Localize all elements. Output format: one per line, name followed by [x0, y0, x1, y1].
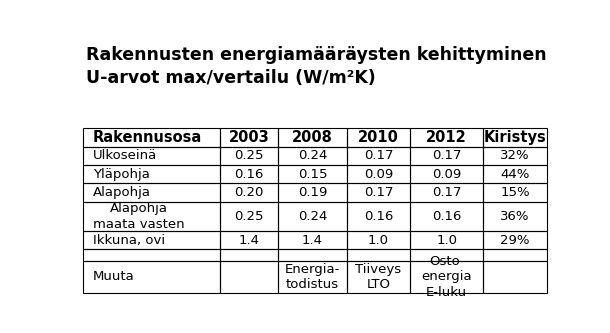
Text: Rakennusosa: Rakennusosa	[93, 130, 202, 145]
Text: Alapohja
maata vasten: Alapohja maata vasten	[93, 202, 184, 231]
Bar	[410, 231, 483, 249]
Text: Muuta: Muuta	[93, 270, 135, 283]
Text: 2010: 2010	[358, 130, 399, 145]
Bar	[278, 129, 346, 147]
Bar	[278, 249, 346, 261]
Bar	[483, 147, 547, 165]
Bar	[220, 165, 278, 183]
Text: 0.19: 0.19	[298, 186, 327, 199]
Bar	[483, 261, 547, 292]
Bar	[278, 165, 346, 183]
Text: Ulkoseinä: Ulkoseinä	[93, 150, 157, 163]
Bar	[220, 183, 278, 202]
Bar	[483, 183, 547, 202]
Text: 2012: 2012	[426, 130, 467, 145]
Text: 1.0: 1.0	[368, 234, 389, 247]
Bar	[346, 147, 410, 165]
Text: Energia-
todistus: Energia- todistus	[285, 263, 340, 291]
Text: 0.16: 0.16	[234, 168, 264, 181]
Text: 0.16: 0.16	[432, 210, 461, 223]
Bar	[84, 202, 220, 231]
Text: 32%: 32%	[500, 150, 529, 163]
Bar	[346, 231, 410, 249]
Bar	[84, 129, 220, 147]
Bar	[278, 183, 346, 202]
Text: 0.20: 0.20	[234, 186, 264, 199]
Bar	[346, 261, 410, 292]
Text: 0.15: 0.15	[298, 168, 328, 181]
Bar	[410, 165, 483, 183]
Bar	[84, 165, 220, 183]
Bar	[220, 129, 278, 147]
Bar	[410, 202, 483, 231]
Text: 1.4: 1.4	[239, 234, 260, 247]
Bar	[410, 261, 483, 292]
Bar	[84, 231, 220, 249]
Text: 1.0: 1.0	[436, 234, 457, 247]
Bar	[278, 261, 346, 292]
Text: Alapohja: Alapohja	[93, 186, 151, 199]
Text: 15%: 15%	[500, 186, 529, 199]
Bar	[220, 202, 278, 231]
Bar	[84, 249, 220, 261]
Text: Yläpohja: Yläpohja	[93, 168, 150, 181]
Bar	[220, 261, 278, 292]
Text: 2008: 2008	[292, 130, 333, 145]
Bar	[84, 261, 220, 292]
Bar	[346, 165, 410, 183]
Bar	[278, 147, 346, 165]
Text: 0.09: 0.09	[364, 168, 393, 181]
Bar	[410, 147, 483, 165]
Text: 0.17: 0.17	[364, 186, 393, 199]
Text: 0.17: 0.17	[432, 186, 461, 199]
Bar	[84, 147, 220, 165]
Bar	[410, 129, 483, 147]
Bar	[346, 129, 410, 147]
Text: 29%: 29%	[500, 234, 529, 247]
Bar	[483, 231, 547, 249]
Text: 0.24: 0.24	[298, 150, 327, 163]
Bar	[220, 147, 278, 165]
Bar	[346, 249, 410, 261]
Text: Kiristys: Kiristys	[484, 130, 547, 145]
Bar	[410, 183, 483, 202]
Bar	[220, 249, 278, 261]
Text: 0.17: 0.17	[364, 150, 393, 163]
Bar	[278, 231, 346, 249]
Text: Ikkuna, ovi: Ikkuna, ovi	[93, 234, 165, 247]
Text: Rakennusten energiamääräysten kehittyminen
U-arvot max/vertailu (W/m²K): Rakennusten energiamääräysten kehittymin…	[85, 46, 547, 87]
Text: 0.24: 0.24	[298, 210, 327, 223]
Bar	[483, 129, 547, 147]
Text: 2003: 2003	[229, 130, 270, 145]
Text: Tiiveys
LTO: Tiiveys LTO	[355, 263, 401, 291]
Bar	[346, 202, 410, 231]
Bar	[483, 202, 547, 231]
Text: 1.4: 1.4	[302, 234, 323, 247]
Bar	[220, 231, 278, 249]
Bar	[410, 249, 483, 261]
Text: 0.09: 0.09	[432, 168, 461, 181]
Bar	[483, 249, 547, 261]
Bar	[346, 183, 410, 202]
Text: 0.25: 0.25	[234, 150, 264, 163]
Bar	[278, 202, 346, 231]
Text: 0.25: 0.25	[234, 210, 264, 223]
Text: Osto-
energia
E-luku: Osto- energia E-luku	[422, 255, 472, 299]
Bar	[84, 183, 220, 202]
Text: 0.16: 0.16	[364, 210, 393, 223]
Text: 0.17: 0.17	[432, 150, 461, 163]
Bar	[483, 165, 547, 183]
Text: 36%: 36%	[500, 210, 529, 223]
Text: 44%: 44%	[500, 168, 529, 181]
